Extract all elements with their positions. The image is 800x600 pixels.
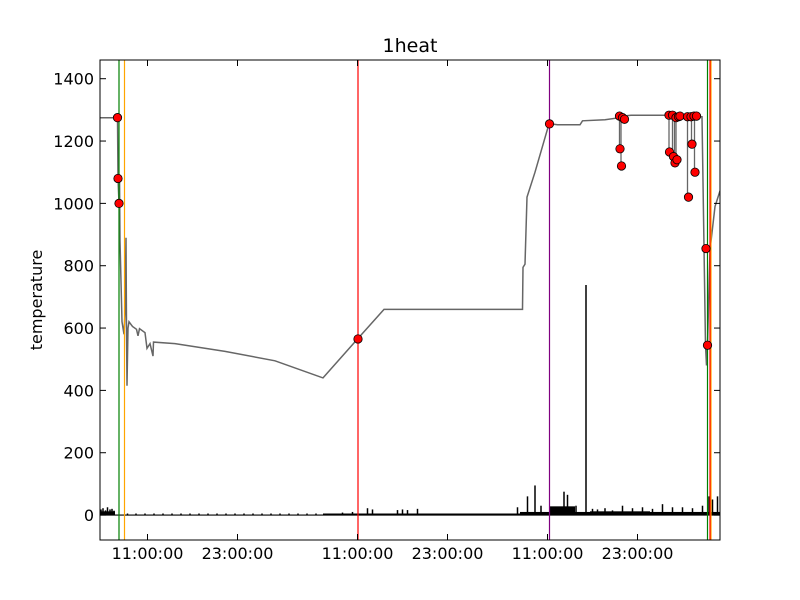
event-marker [675,111,685,121]
x-tick-label: 11:00:00 [112,544,184,563]
x-tick-label: 23:00:00 [202,544,274,563]
y-tick-label: 600 [63,319,94,338]
chart-title: 1heat [383,35,438,57]
event-marker [672,155,682,165]
x-tick-label: 23:00:00 [602,544,674,563]
temperature-line [100,114,720,386]
rate-band [323,513,365,516]
x-tick-label: 11:00:00 [512,544,584,563]
event-marker [690,167,700,177]
y-tick-label: 800 [63,257,94,276]
event-marker [616,161,627,171]
y-axis-label: temperature [27,250,46,351]
event-marker [353,334,363,344]
event-marker [683,192,694,202]
x-tick-label: 11:00:00 [322,544,394,563]
y-tick-label: 1000 [53,194,94,213]
event-marker [114,198,124,208]
rate-band [575,511,590,516]
rate-band [590,511,650,516]
y-tick-label: 1400 [53,70,94,89]
event-marker [702,340,713,350]
event-marker [544,119,555,129]
y-tick-label: 200 [63,444,94,463]
event-marker [615,144,625,154]
y-tick-label: 1200 [53,132,94,151]
event-marker [112,113,123,123]
rate-band [550,506,575,516]
event-marker [619,114,630,124]
y-tick-label: 400 [63,381,94,400]
event-marker [691,111,702,121]
event-marker [687,139,697,149]
axes: 0 200 400 600 800 1000 1200 1400 11:00:00 23:00:0… [53,60,720,563]
plot-frame [99,59,721,541]
event-marker [701,243,711,254]
y-tick-label: 0 [84,506,94,525]
rate-band [650,511,720,516]
event-marker [113,173,123,184]
x-tick-label: 23:00:00 [412,544,484,563]
rate-band [365,513,520,516]
plot-area [100,60,720,540]
